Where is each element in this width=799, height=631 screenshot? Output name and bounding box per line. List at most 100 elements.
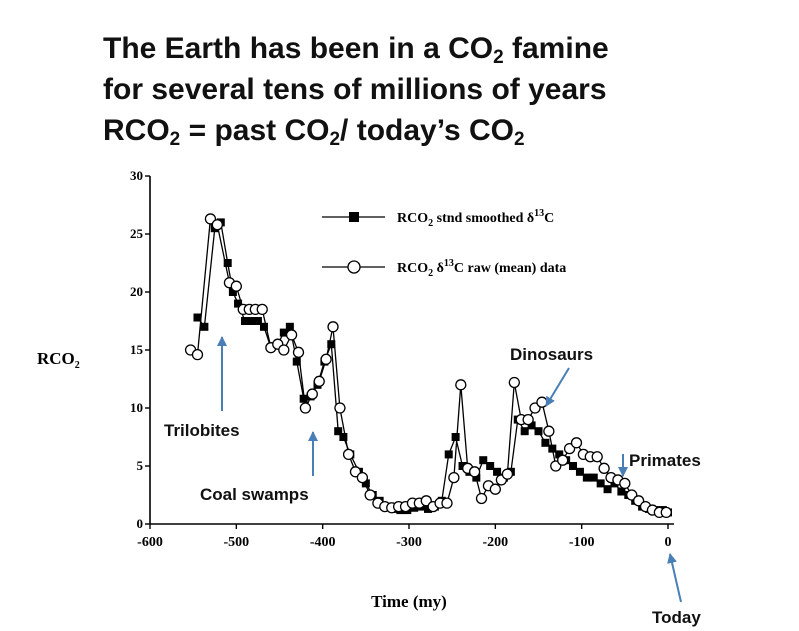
legend-marker-square: [349, 212, 359, 222]
data-point-circle: [256, 303, 268, 316]
data-point-circle: [306, 388, 318, 400]
series-raw: [184, 213, 672, 519]
slide-title: The Earth has been in a CO2 famine for s…: [103, 28, 609, 151]
title-line-3-part-c: / today’s CO: [340, 114, 514, 147]
data-point-square: [423, 504, 432, 513]
data-point-square: [458, 462, 467, 470]
data-point-square: [361, 479, 370, 488]
title-line-3-sub-b: 2: [329, 129, 341, 150]
title-line-3-part-a: RCO: [103, 114, 170, 147]
data-point-circle: [455, 379, 467, 391]
data-point-square: [327, 340, 336, 349]
y-tick-label: 20: [130, 284, 143, 299]
data-point-circle: [489, 483, 501, 495]
x-tick-label: -600: [137, 535, 163, 550]
y-tick-label: 5: [137, 458, 144, 473]
data-point-circle: [342, 448, 355, 461]
data-point-square: [582, 473, 591, 482]
title-line-2: for several tens of millions of years: [103, 73, 607, 106]
data-point-square: [259, 322, 268, 331]
title-line-1-suffix: famine: [503, 32, 609, 65]
data-point-circle: [536, 396, 548, 408]
chart-axis-labels: Time (my) RCO2: [37, 349, 447, 611]
data-point-square: [569, 462, 578, 470]
annotation-arrow: [545, 367, 570, 407]
y-tick-label: 0: [137, 516, 144, 531]
y-tick-label: 30: [130, 168, 143, 183]
data-point-circle: [285, 329, 298, 341]
data-point-square: [486, 462, 495, 470]
data-point-circle: [570, 437, 583, 449]
data-point-circle: [334, 402, 346, 414]
title-line-3-sub-a: 2: [169, 129, 181, 150]
annotation-label: Today: [652, 608, 701, 627]
data-point-square: [334, 427, 343, 436]
data-point-circle: [448, 471, 460, 484]
data-point-circle: [598, 462, 610, 474]
title-line-3-part-b: = past CO: [180, 114, 330, 147]
data-point-circle: [230, 280, 242, 292]
annotation-arrow: [667, 553, 682, 603]
chart-series: [184, 213, 672, 519]
data-point-square: [223, 259, 232, 267]
data-point-square: [292, 357, 301, 366]
title-line-1-subscript: 2: [493, 47, 504, 68]
data-point-circle: [299, 402, 312, 414]
y-tick-label: 10: [130, 400, 143, 415]
data-point-square: [555, 450, 564, 459]
data-point-square: [575, 467, 584, 476]
title-line-3: RCO2 = past CO2/ today’s CO2: [103, 110, 609, 151]
data-point-circle: [468, 466, 481, 478]
data-point-circle: [278, 344, 290, 356]
x-tick-label: -200: [482, 535, 508, 550]
chart-legend: RCO2 stnd smoothed δ13C RCO2 δ13C raw (me…: [322, 208, 566, 279]
data-point-circle: [522, 413, 534, 426]
annotation-label: Trilobites: [164, 421, 240, 440]
data-point-circle: [211, 219, 223, 231]
data-point-square: [603, 485, 612, 494]
data-point-square: [247, 317, 256, 325]
y-tick-label: 15: [130, 342, 144, 357]
data-point-circle: [557, 454, 569, 466]
x-axis-label: Time (my): [371, 592, 447, 611]
annotation-label: Dinosaurs: [510, 345, 593, 364]
data-point-square: [541, 438, 550, 447]
x-tick-label: -500: [223, 535, 249, 550]
x-tick-label: -100: [569, 535, 595, 550]
legend-label: RCO2 δ13C raw (mean) data: [397, 258, 566, 279]
x-tick-label: -400: [310, 535, 336, 550]
data-point-circle: [660, 506, 672, 519]
data-point-square: [200, 322, 209, 331]
data-point-square: [253, 317, 262, 325]
title-line-3-sub-c: 2: [513, 129, 525, 150]
chart-axes: 0 5 10 15 20 25 30 -600 -500 -400 -300 -200 -100 0: [130, 168, 674, 550]
legend-label: RCO2 stnd smoothed δ13C: [397, 208, 554, 229]
data-point-square: [534, 427, 543, 436]
data-point-circle: [356, 471, 369, 484]
data-point-circle: [543, 425, 555, 437]
data-point-circle: [320, 353, 332, 365]
data-point-circle: [327, 321, 339, 333]
data-point-circle: [591, 451, 603, 463]
data-point-circle: [313, 375, 325, 387]
series-line: [190, 217, 667, 514]
legend-marker-circle: [347, 260, 361, 274]
data-point-square: [228, 288, 237, 296]
data-point-square: [479, 456, 488, 465]
data-point-square: [596, 479, 605, 488]
data-point-square: [493, 467, 502, 476]
x-tick-label: -300: [396, 535, 422, 550]
x-tick-label: 0: [665, 535, 672, 550]
data-point-square: [339, 433, 348, 441]
title-line-1: The Earth has been in a CO2 famine: [103, 28, 609, 69]
data-point-circle: [475, 492, 488, 505]
data-point-square: [234, 299, 243, 308]
data-point-square: [444, 450, 453, 459]
data-point-circle: [364, 489, 376, 501]
data-point-square: [193, 313, 202, 322]
annotation-label: Coal swamps: [200, 485, 309, 504]
y-axis-label: RCO2: [37, 349, 80, 371]
data-point-circle: [501, 468, 514, 480]
y-tick-label: 25: [130, 226, 144, 241]
